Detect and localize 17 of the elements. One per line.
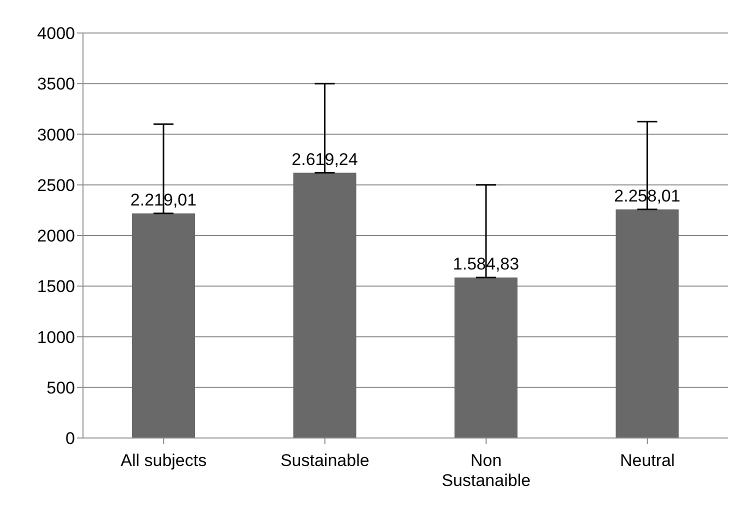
y-tick-label: 3000 bbox=[37, 125, 75, 144]
bar bbox=[616, 209, 679, 438]
bar bbox=[454, 278, 518, 438]
y-tick-label: 3500 bbox=[37, 74, 75, 94]
y-tick-label: 2500 bbox=[37, 176, 75, 195]
x-tick-label: Non Sustanaible bbox=[442, 451, 531, 490]
x-tick-label: All subjects bbox=[120, 451, 207, 470]
x-tick-label: Sustainable bbox=[280, 451, 370, 470]
bar bbox=[132, 213, 195, 438]
y-tick-label: 1500 bbox=[37, 277, 75, 296]
x-tick-label: Neutral bbox=[620, 451, 675, 470]
y-tick-label: 1000 bbox=[37, 328, 75, 347]
y-tick-label: 0 bbox=[66, 429, 75, 448]
y-tick-label: 500 bbox=[46, 378, 75, 398]
y-tick-label: 2000 bbox=[37, 226, 75, 246]
y-tick-label: 4000 bbox=[37, 24, 75, 44]
bar bbox=[293, 172, 356, 438]
